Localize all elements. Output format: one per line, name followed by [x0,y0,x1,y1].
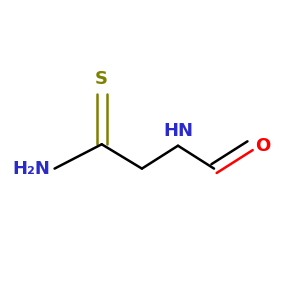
Text: O: O [255,137,270,155]
Text: H₂N: H₂N [13,160,50,178]
Text: S: S [95,70,108,88]
Text: HN: HN [163,122,193,140]
